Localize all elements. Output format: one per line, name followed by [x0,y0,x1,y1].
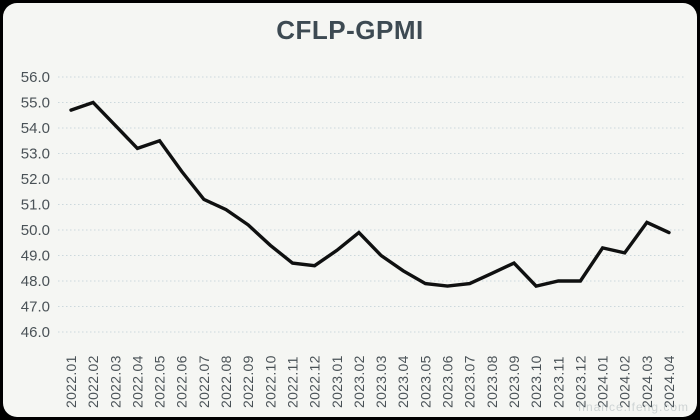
x-tick-label: 2023.09 [506,355,522,408]
watermark: finance.ifeng.com [577,400,689,414]
x-tick-label: 2022.04 [129,355,145,408]
x-tick-label: 2022.12 [307,355,323,408]
x-tick-label: 2022.03 [107,355,123,408]
x-tick-label: 2023.02 [351,355,367,408]
chart-title: CFLP-GPMI [276,15,424,45]
chart-card: CFLP-GPMI 56.0 55.0 54.0 53.0 52.0 51.0 50.0 49… [3,3,697,417]
y-tick-label: 56.0 [21,69,50,86]
x-tick-label: 2022.11 [284,356,300,408]
x-tick-label: 2022.02 [85,355,101,408]
pmi-series-line [69,100,671,288]
x-tick-label: 2023.04 [395,355,411,408]
x-tick-label: 2022.06 [174,355,190,408]
x-tick-label: 2024.03 [639,355,655,408]
x-tick-label: 2023.11 [550,356,566,408]
y-tick-label: 49.0 [21,248,50,265]
y-tick-label: 55.0 [21,95,50,112]
y-tick-label: 48.0 [21,273,50,290]
x-tick-label: 2022.08 [218,355,234,408]
x-tick-label: 2024.01 [595,355,611,408]
x-tick-label: 2024.02 [617,355,633,408]
x-tick-label: 2023.06 [440,355,456,408]
x-tick-label: 2023.12 [572,355,588,408]
x-tick-label: 2022.07 [196,355,212,408]
y-tick-label: 52.0 [21,171,50,188]
y-tick-label: 53.0 [21,146,50,163]
y-tick-label: 50.0 [21,222,50,239]
x-tick-label: 2023.10 [528,355,544,408]
x-tick-label: 2023.03 [373,355,389,408]
y-tick-label: 54.0 [21,120,50,137]
x-tick-label: 2023.05 [417,355,433,408]
x-tick-label: 2022.09 [240,355,256,408]
line-chart-canvas: 56.0 55.0 54.0 53.0 52.0 51.0 50.0 49.0 48.0 47.0… [21,69,686,408]
y-tick-label: 51.0 [21,197,50,214]
x-tick-label: 2023.07 [462,355,478,408]
x-tick-label: 2022.01 [63,355,79,408]
y-tick-label: 47.0 [21,299,50,316]
y-tick-label: 46.0 [21,324,50,341]
x-tick-label: 2024.04 [661,355,677,408]
x-tick-label: 2023.01 [329,355,345,408]
x-tick-label: 2022.05 [152,355,168,408]
x-tick-label: 2023.08 [484,355,500,408]
x-tick-label: 2022.10 [262,355,278,408]
